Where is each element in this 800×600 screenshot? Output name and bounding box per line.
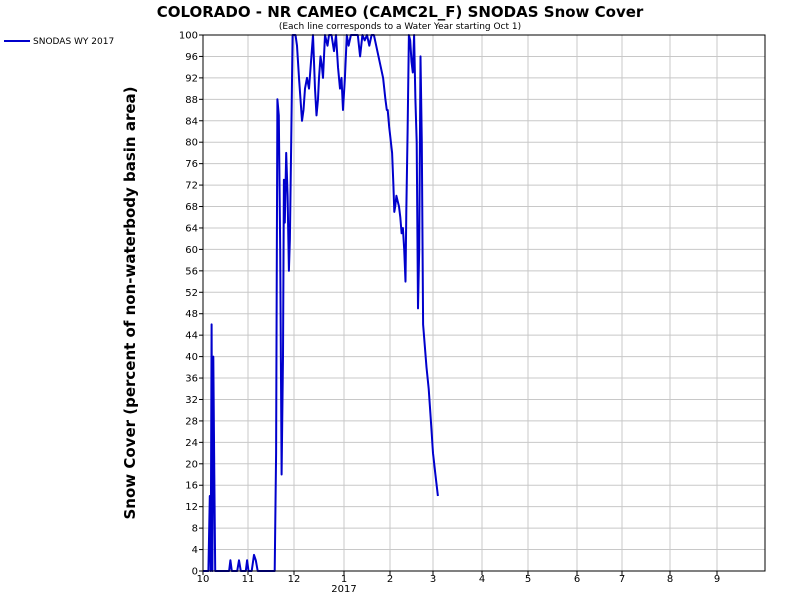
y-tick-label: 48 [185,309,198,320]
y-tick-label: 24 [185,438,198,449]
x-tick-label: 8 [667,574,673,585]
plot-frame [202,34,766,572]
x-tick-label: 6 [574,574,580,585]
x-tick-label: 2 [387,574,393,585]
y-axis-ticks: 0481216202428323640444852566064687276808… [179,31,203,578]
y-tick-label: 64 [185,223,198,234]
grid [202,34,765,572]
x-tick-label: 9 [714,574,720,585]
y-tick-label: 12 [185,502,198,513]
series-layer [203,34,439,572]
x-tick-label: 4 [479,574,485,585]
y-tick-label: 0 [192,567,198,578]
y-tick-label: 44 [185,331,198,342]
legend-label: SNODAS WY 2017 [33,37,114,47]
x-tick-label: 10 [197,574,210,585]
y-tick-label: 8 [192,524,198,535]
y-tick-label: 72 [185,181,198,192]
x-year-label: 2017 [331,584,356,595]
y-tick-label: 32 [185,395,198,406]
chart-title: COLORADO - NR CAMEO (CAMC2L_F) SNODAS Sn… [157,3,644,21]
y-tick-label: 52 [185,288,198,299]
y-tick-label: 4 [192,545,198,556]
y-tick-label: 68 [185,202,198,213]
y-tick-label: 60 [185,245,198,256]
y-tick-label: 56 [185,266,198,277]
y-tick-label: 76 [185,159,198,170]
y-tick-label: 88 [185,95,198,106]
y-tick-label: 80 [185,138,198,149]
y-tick-label: 100 [179,31,198,42]
x-tick-label: 1 [341,574,347,585]
x-tick-label: 7 [619,574,625,585]
y-tick-label: 40 [185,352,198,363]
legend: SNODAS WY 2017 [4,37,114,47]
y-tick-label: 36 [185,374,198,385]
y-axis-label: Snow Cover (percent of non-waterbody bas… [121,87,139,520]
y-tick-label: 96 [185,52,198,63]
chart-subtitle: (Each line corresponds to a Water Year s… [279,22,521,32]
x-tick-label: 12 [288,574,301,585]
y-tick-label: 20 [185,459,198,470]
x-tick-label: 5 [525,574,531,585]
y-tick-label: 16 [185,481,198,492]
x-tick-label: 3 [430,574,436,585]
y-tick-label: 92 [185,73,198,84]
y-tick-label: 28 [185,416,198,427]
x-tick-label: 11 [242,574,255,585]
series-line-wy2017 [203,34,439,572]
y-tick-label: 84 [185,116,198,127]
